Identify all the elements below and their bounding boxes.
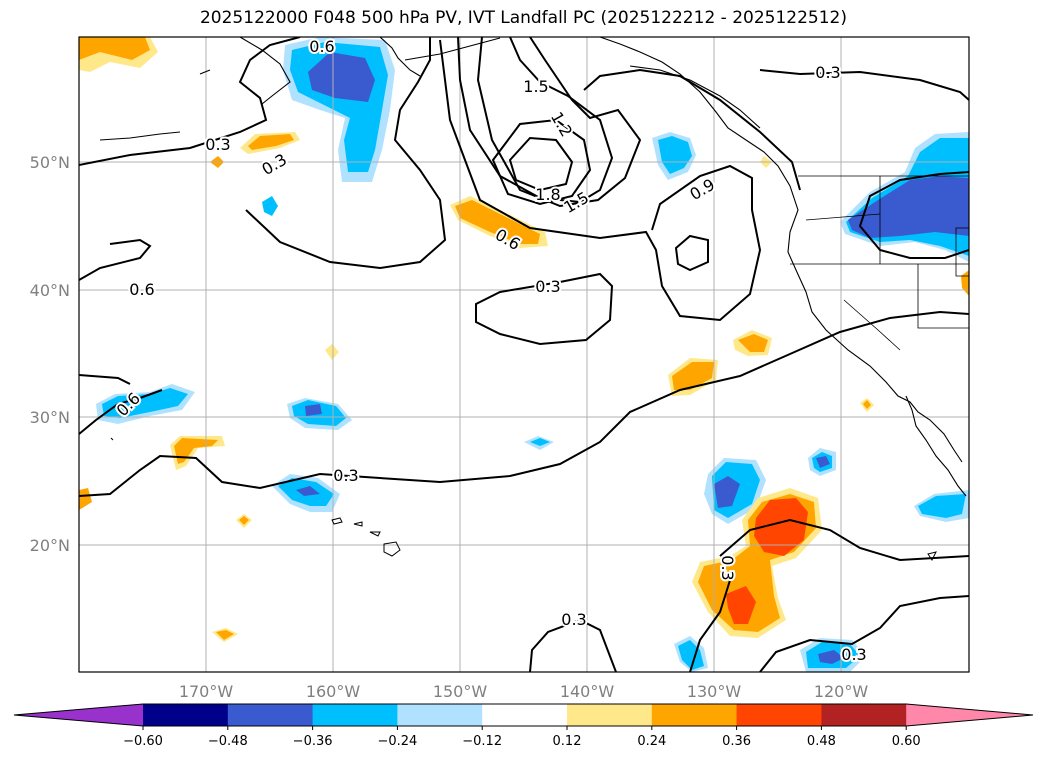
coastlines — [99, 37, 967, 497]
contour-label: 0.3 — [333, 466, 358, 485]
contour-label: 0.3 — [718, 555, 737, 580]
lon-tick: 120°W — [814, 682, 869, 701]
lon-tick-labels: 170°W 160°W 150°W 140°W 130°W 120°W — [179, 682, 869, 701]
colorbar-tick-label: −0.12 — [462, 734, 502, 749]
contour-label: 0.6 — [309, 37, 334, 56]
colorbar-tick-label: 0.24 — [637, 734, 666, 749]
colorbar-swatch — [312, 704, 398, 726]
islands — [110, 437, 937, 561]
lon-tick: 130°W — [687, 682, 742, 701]
lon-tick: 160°W — [306, 682, 361, 701]
contour-label: 0.9 — [686, 175, 718, 204]
contour-label: 1.2 — [547, 108, 576, 140]
contour-label: 0.3 — [205, 135, 230, 154]
lon-tick: 170°W — [179, 682, 234, 701]
map-frame — [78, 36, 970, 673]
colorbar-swatch — [651, 704, 738, 726]
colorbar-swatch — [567, 704, 653, 726]
colorbar: −0.60 −0.48 −0.36 −0.24 −0.12 0.12 0.24 0.36 0.4… — [13, 703, 1034, 749]
colorbar-swatch — [821, 704, 907, 726]
colorbar-swatch — [482, 704, 568, 726]
contour-label: 0.6 — [129, 280, 154, 299]
colorbar-tick-label: 0.60 — [892, 734, 921, 749]
colorbar-extend-max — [906, 704, 1033, 726]
contour-label: 0.3 — [258, 150, 290, 179]
contour-label: 0.3 — [561, 610, 586, 629]
pc-shading — [79, 37, 969, 672]
lon-tick: 140°W — [560, 682, 615, 701]
lat-tick: 30°N — [30, 408, 70, 427]
colorbar-swatch — [227, 704, 314, 726]
contour-label: 1.5 — [523, 77, 548, 96]
colorbar-extend-min — [14, 704, 143, 726]
gridlines — [79, 37, 969, 672]
colorbar-tick-label: −0.36 — [293, 734, 333, 749]
lat-tick: 40°N — [30, 281, 70, 300]
contour-label: 0.3 — [535, 277, 560, 296]
colorbar-tick-label: 0.48 — [807, 734, 836, 749]
contour-label: 1.8 — [535, 185, 560, 204]
contour-label: 0.3 — [841, 645, 866, 664]
colorbar-tick-label: 0.36 — [722, 734, 751, 749]
lat-tick: 20°N — [30, 536, 70, 555]
colorbar-tick-label: 0.12 — [553, 734, 582, 749]
pv-contours — [79, 37, 969, 672]
lat-tick: 50°N — [30, 153, 70, 172]
borders — [790, 175, 969, 351]
colorbar-swatch — [397, 704, 483, 726]
lon-tick: 150°W — [433, 682, 488, 701]
contour-label: 0.3 — [815, 63, 840, 82]
lat-tick-labels: 50°N 40°N 30°N 20°N — [30, 153, 70, 555]
colorbar-tick-label: −0.48 — [208, 734, 248, 749]
colorbar-swatch — [736, 704, 822, 726]
colorbar-tick-label: −0.60 — [123, 734, 163, 749]
colorbar-tick-label: −0.24 — [377, 734, 417, 749]
colorbar-swatch — [143, 704, 229, 726]
map-title: 2025122000 F048 500 hPa PV, IVT Landfall… — [199, 8, 847, 28]
